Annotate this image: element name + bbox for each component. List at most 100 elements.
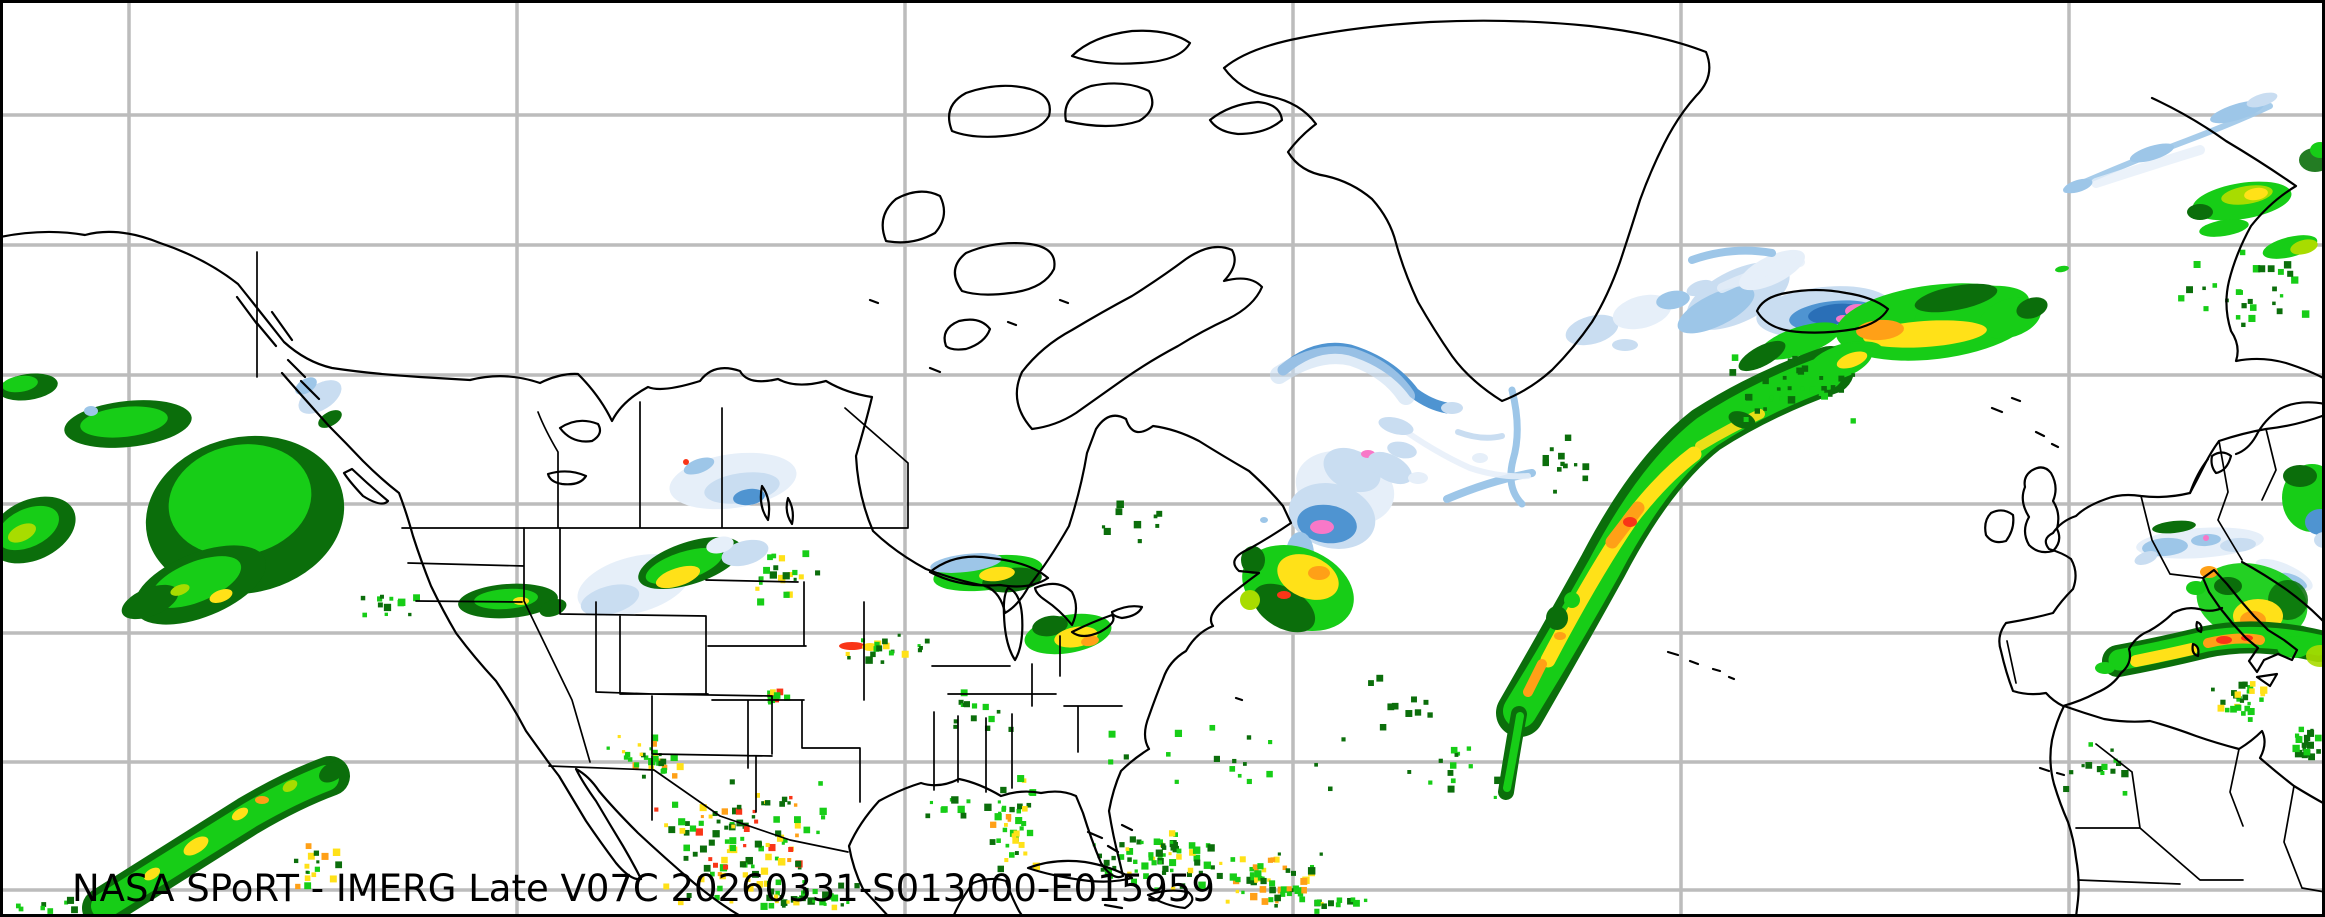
precip-speck-mexico bbox=[699, 804, 707, 812]
adriatic bbox=[2240, 560, 2325, 625]
precip-speck-libya-coast bbox=[2295, 735, 2301, 742]
precip-speck-mexico bbox=[723, 864, 729, 870]
precip-speck-plains bbox=[782, 572, 790, 580]
precip-speck-bahamas bbox=[1230, 857, 1236, 862]
precip-speck-tunisia bbox=[2238, 681, 2246, 689]
precip-speck-morocco bbox=[2096, 766, 2104, 773]
precip-speck-new-mexico bbox=[606, 746, 610, 750]
precip-speck-hispaniola bbox=[1328, 900, 1334, 907]
precip-speck-bahamas bbox=[1194, 859, 1201, 866]
precip-speck-morocco bbox=[2081, 764, 2085, 768]
precip-shape bbox=[2203, 633, 2265, 648]
great-britain bbox=[2021, 466, 2061, 554]
precip-speck-tunisia bbox=[2242, 681, 2248, 687]
precip-speck-new-mexico bbox=[652, 755, 659, 762]
precip-speck-quebec bbox=[1133, 520, 1142, 529]
precip-shape bbox=[1677, 286, 1755, 334]
precip-speck-caribbean-east bbox=[1261, 898, 1269, 905]
precip-speck-mexico bbox=[695, 828, 703, 836]
precip-shape bbox=[1717, 257, 1805, 293]
precip-speck-plains bbox=[793, 577, 797, 581]
precip-speck-pacific-cluster bbox=[295, 883, 301, 890]
precip-speck-atlantic-north-specks bbox=[1563, 463, 1568, 469]
vancouver-island bbox=[342, 467, 390, 505]
precip-speck-mexico bbox=[774, 856, 779, 861]
precip-speck-mid-atlantic bbox=[1232, 758, 1237, 764]
precip-speck-florida bbox=[990, 821, 997, 828]
precip-speck-california-offshore bbox=[362, 612, 368, 618]
precip-speck-pacific-cluster bbox=[311, 872, 317, 878]
precip-shape bbox=[168, 444, 312, 556]
precip-speck-libya-coast bbox=[2303, 740, 2309, 746]
precip-speck-tunisia bbox=[2249, 681, 2256, 687]
precip-speck-caribbean-east bbox=[1277, 852, 1281, 856]
precip-speck-midwest bbox=[870, 651, 876, 658]
precip-speck-new-mexico bbox=[649, 747, 653, 751]
precip-speck-bahamas bbox=[1157, 839, 1163, 845]
precip-speck-libya-coast bbox=[2314, 734, 2322, 742]
precip-speck-caribbean-east bbox=[1275, 900, 1279, 904]
precip-speck-caribbean-east bbox=[1252, 864, 1258, 869]
precip-speck-bahamas bbox=[1111, 855, 1116, 861]
precip-speck-mexico bbox=[746, 878, 751, 882]
precip-speck-south-of-iceland bbox=[1797, 368, 1805, 375]
precip-speck-mexico bbox=[683, 844, 691, 852]
precip-speck-south-of-iceland bbox=[1809, 386, 1815, 393]
precip-speck-atlantic-north-specks bbox=[1542, 459, 1549, 467]
precip-speck-libya-coast bbox=[2294, 733, 2300, 738]
precip-speck-florida bbox=[1021, 820, 1027, 827]
precip-speck-mexico bbox=[677, 899, 684, 906]
precip-speck-mexico-south bbox=[812, 888, 818, 895]
precip-speck-mid-atlantic bbox=[1229, 766, 1236, 772]
north-america-coast bbox=[0, 230, 1293, 917]
precip-speck-scandinavia bbox=[2235, 315, 2241, 320]
precip-speck-bahamas bbox=[1168, 830, 1176, 837]
precip-speck-south-of-iceland bbox=[1821, 385, 1827, 392]
precip-speck-mexico-south bbox=[746, 884, 754, 892]
mainland-coast bbox=[1998, 413, 2325, 708]
precip-speck-south-of-iceland bbox=[1819, 376, 1824, 380]
precip-speck-atlantic-west-of-band bbox=[1428, 780, 1433, 785]
precip-shape bbox=[839, 642, 865, 650]
precip-shape bbox=[1728, 411, 1756, 429]
precip-speck-atlantic-central bbox=[1423, 699, 1429, 705]
precip-speck-southeast-us bbox=[953, 719, 958, 724]
precip-speck-florida bbox=[1005, 843, 1010, 848]
precip-speck-mexico bbox=[712, 830, 720, 838]
precip-speck-mexico bbox=[803, 826, 811, 834]
precip-speck-mexico bbox=[793, 803, 798, 807]
precip-speck-mexico bbox=[703, 864, 711, 872]
precip-speck-pacific-cluster bbox=[305, 843, 312, 850]
precip-speck-bottom-left bbox=[47, 908, 54, 914]
precip-speck-south-of-iceland bbox=[1779, 396, 1783, 401]
precip-shape bbox=[1546, 606, 1568, 630]
precip-speck-mexico-south bbox=[779, 895, 784, 899]
precip-speck-mexico bbox=[743, 844, 747, 848]
precip-shape bbox=[2055, 265, 2069, 273]
precip-speck-bahamas bbox=[1153, 838, 1161, 846]
precip-speck-caribbean-east bbox=[1229, 873, 1237, 881]
precip-speck-tunisia bbox=[2211, 687, 2215, 692]
precip-speck-mexico bbox=[692, 851, 698, 857]
precip-speck-caribbean-east bbox=[1280, 886, 1288, 893]
precip-speck-bahamas bbox=[1100, 867, 1105, 872]
precip-speck-mexico bbox=[788, 846, 794, 852]
precip-speck-tunisia bbox=[2259, 697, 2264, 702]
precip-speck-mexico-south bbox=[807, 897, 815, 905]
precip-speck-california-offshore bbox=[408, 612, 412, 617]
precip-speck-gulf-of-mexico bbox=[951, 796, 959, 804]
precip-shape bbox=[1408, 472, 1428, 484]
precip-speck-bahamas bbox=[1193, 854, 1201, 862]
precip-speck-mexico bbox=[729, 837, 737, 845]
precip-speck-south-of-iceland bbox=[1754, 408, 1760, 414]
precip-speck-scandinavia bbox=[2279, 294, 2284, 298]
precip-shape bbox=[2220, 537, 2256, 553]
precip-shape bbox=[1738, 340, 1786, 372]
precip-speck-mexico bbox=[731, 824, 736, 829]
precip-speck-mexico bbox=[797, 865, 802, 870]
precip-speck-mexico bbox=[698, 820, 704, 826]
precip-speck-bottom-left bbox=[66, 896, 75, 904]
precip-speck-caribbean-east bbox=[1269, 880, 1276, 887]
europe-borders bbox=[2006, 428, 2277, 684]
precip-shape bbox=[1441, 402, 1463, 414]
